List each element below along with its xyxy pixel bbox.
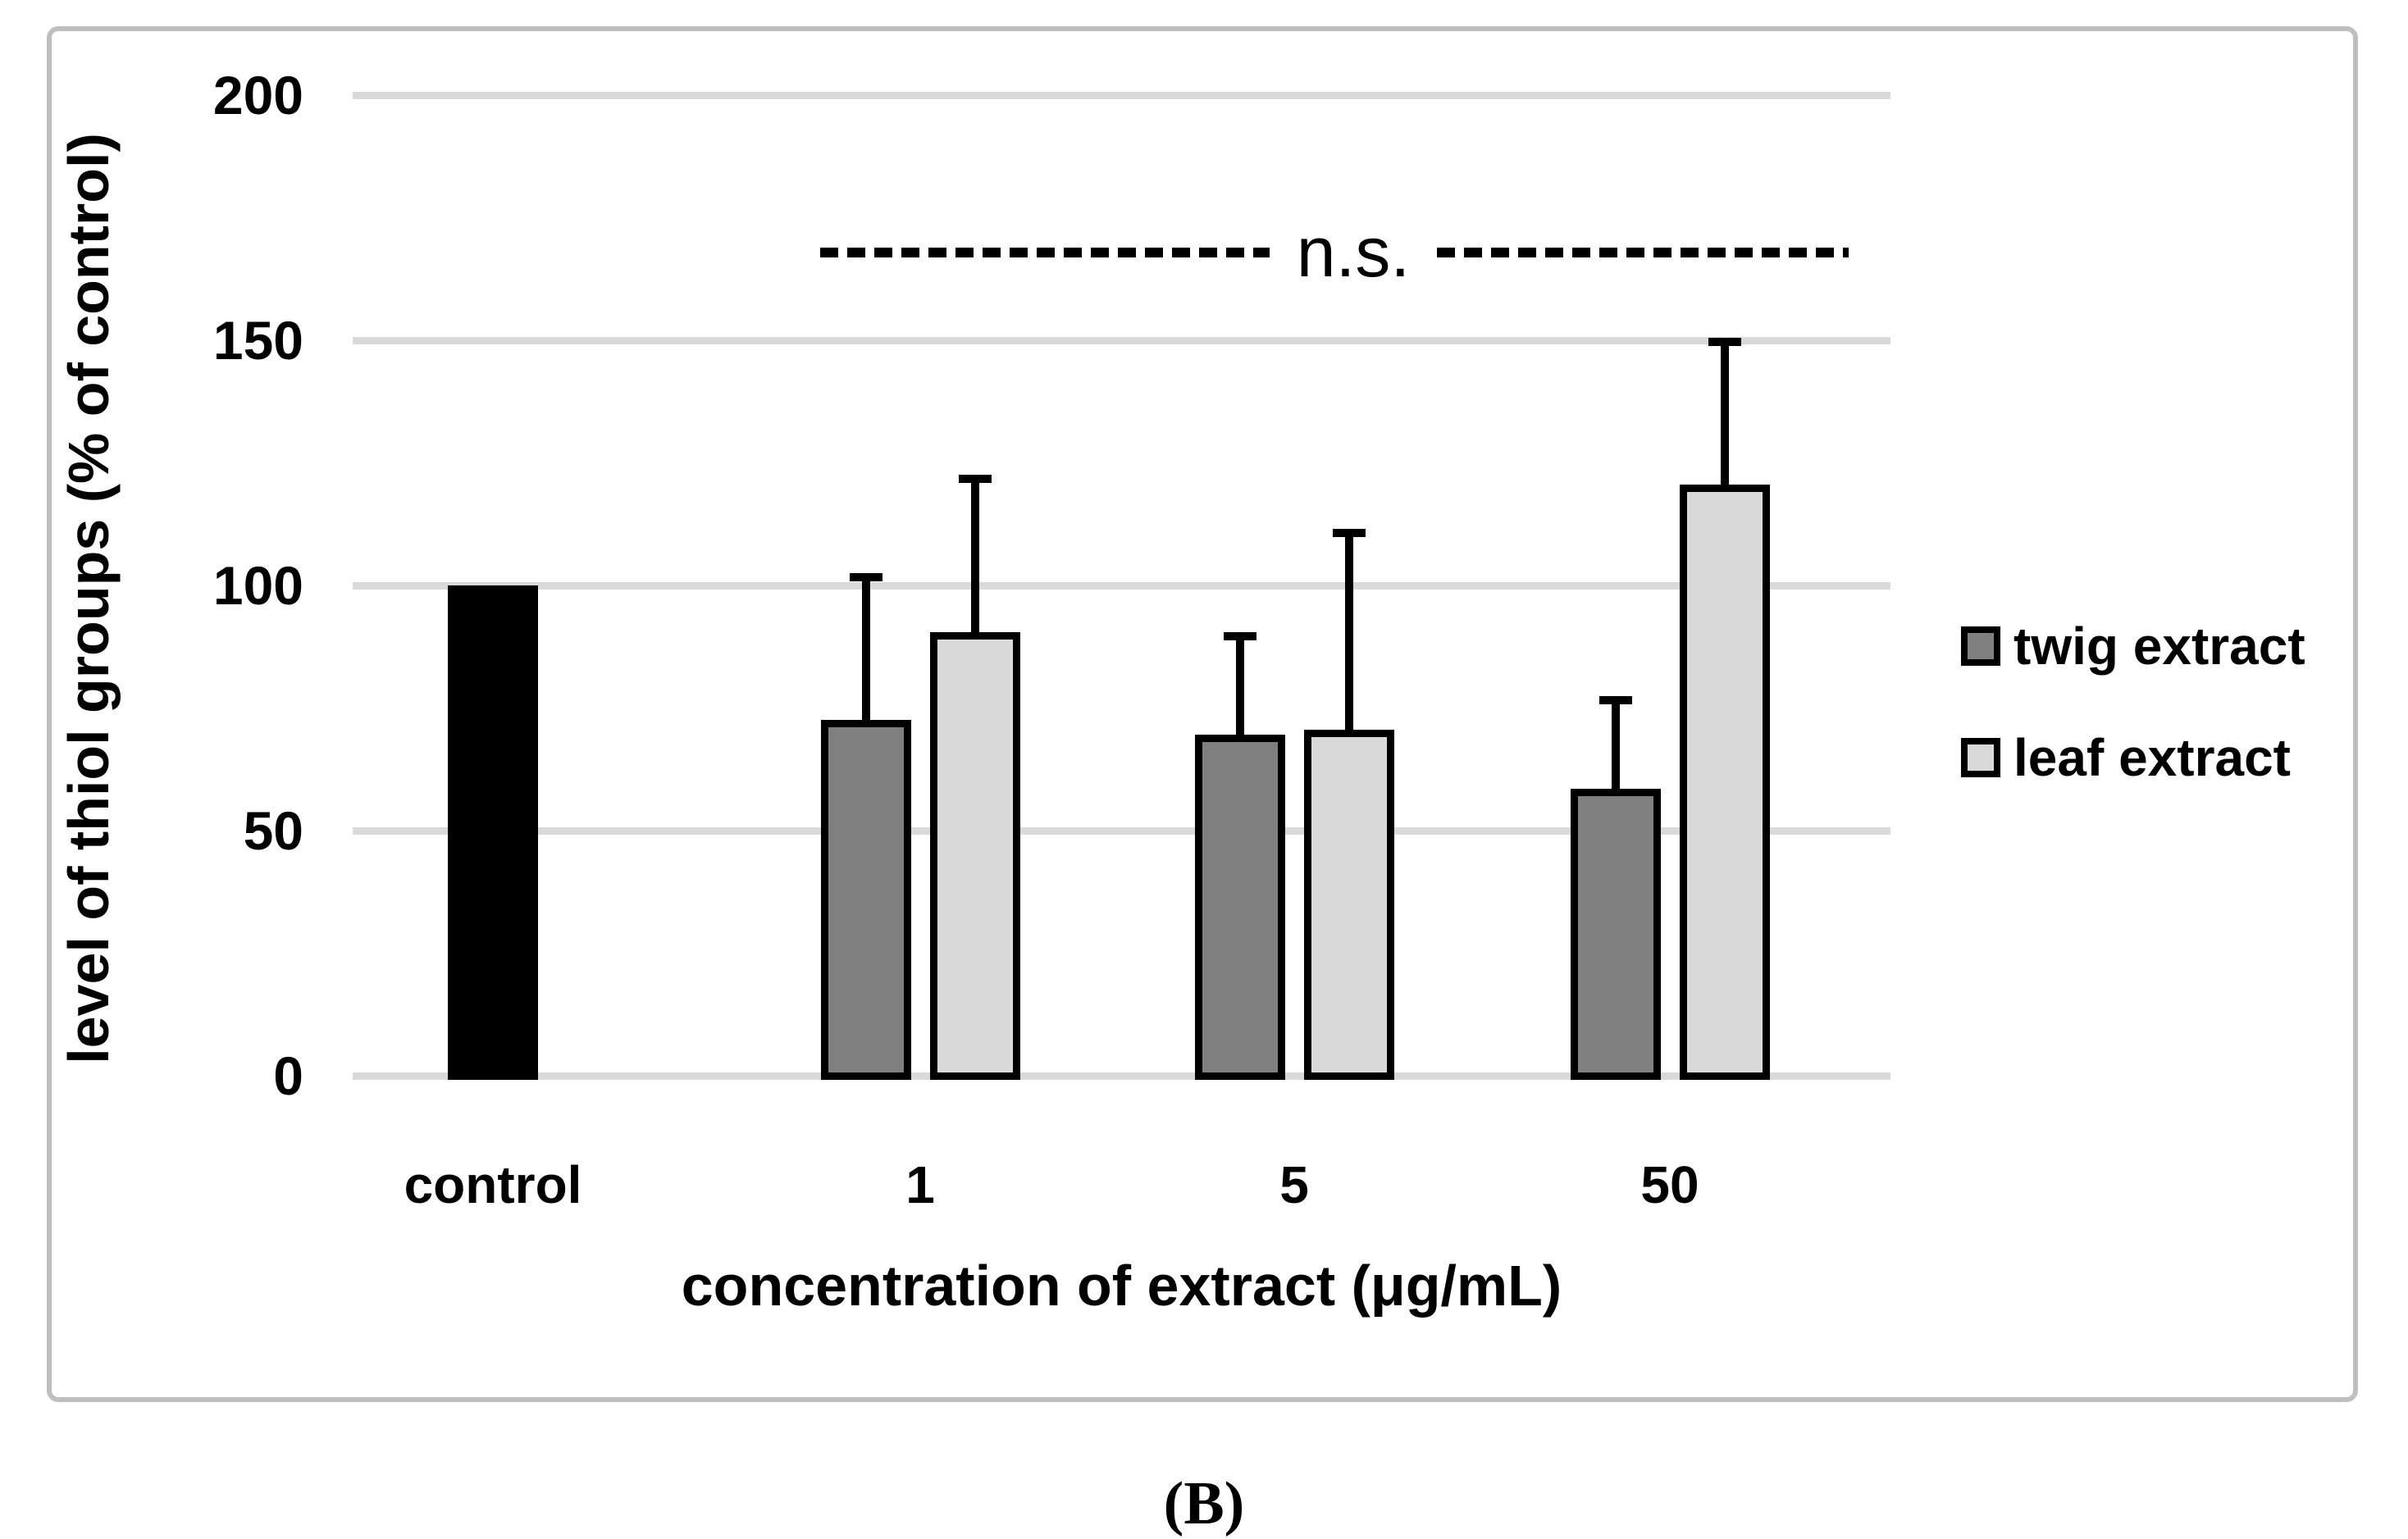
error-bar-cap-leaf-extract-5 [1332,529,1366,537]
legend-item-leaf-extract: leaf extract [1961,728,2291,787]
bar-twig-extract-1 [820,720,911,1080]
ns-dashed-line-left [820,248,1270,257]
y-axis-title: level of thiol groups (% of control) [57,133,121,1064]
x-axis-tick-label-control: control [404,1155,582,1214]
bar-leaf-extract-1 [929,632,1020,1080]
legend-label-twig-extract: twig extract [2014,617,2305,676]
y-axis-tick-label-150: 150 [212,310,303,371]
bar-twig-extract-50 [1570,789,1661,1080]
error-bar-twig-extract-1 [861,573,870,720]
gridline-y-200 [353,92,1890,99]
error-bar-cap-twig-extract-50 [1598,696,1632,704]
gridline-y-150 [353,337,1890,344]
error-bar-cap-twig-extract-1 [849,573,882,581]
error-bar-cap-leaf-extract-1 [958,475,992,483]
panel-label: (B) [1163,1470,1245,1537]
y-axis-tick-label-0: 0 [273,1045,303,1106]
x-axis-tick-label-1: 1 [905,1155,935,1214]
error-bar-leaf-extract-50 [1720,338,1729,485]
ns-annotation-text: n.s. [1296,213,1411,292]
error-bar-leaf-extract-1 [970,475,979,632]
error-bar-twig-extract-50 [1611,696,1620,789]
bar-leaf-extract-5 [1303,730,1394,1080]
legend-swatch-twig-extract [1961,626,2000,666]
error-bar-twig-extract-5 [1235,632,1244,735]
error-bar-leaf-extract-5 [1344,529,1353,730]
error-bar-cap-leaf-extract-50 [1708,338,1741,346]
gridline-y-0 [353,1072,1890,1080]
y-axis-tick-label-50: 50 [243,800,303,861]
ns-dashed-line-right [1437,248,1849,257]
legend-swatch-leaf-extract [1961,738,2000,777]
gridline-y-50 [353,827,1890,835]
x-axis-tick-label-50: 50 [1640,1155,1699,1214]
y-axis-tick-label-100: 100 [212,555,303,616]
bar-control-control [448,585,538,1080]
bar-twig-extract-5 [1194,735,1285,1080]
gridline-y-100 [353,582,1890,590]
x-axis-tick-label-5: 5 [1279,1155,1309,1214]
bar-leaf-extract-50 [1679,485,1770,1080]
x-axis-title: concentration of extract (μg/mL) [681,1254,1562,1318]
legend-label-leaf-extract: leaf extract [2014,728,2291,787]
error-bar-cap-twig-extract-5 [1223,632,1256,640]
legend-item-twig-extract: twig extract [1961,617,2305,676]
y-axis-tick-label-200: 200 [212,65,303,125]
